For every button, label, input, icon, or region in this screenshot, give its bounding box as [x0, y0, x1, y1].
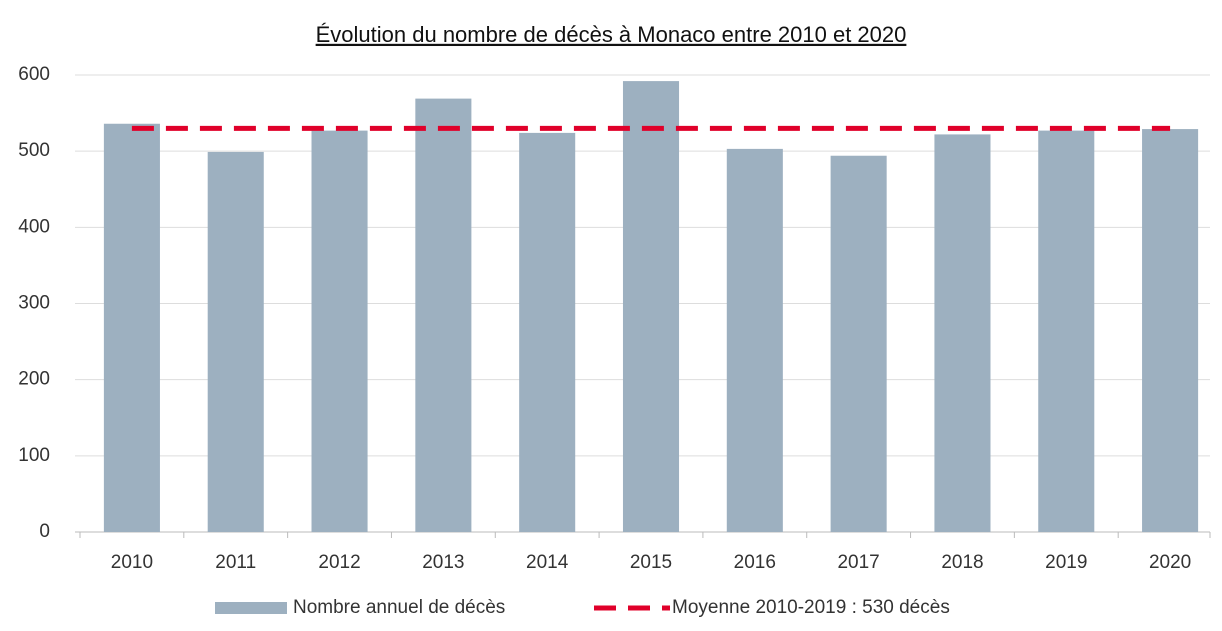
x-tick-label: 2011 [215, 552, 256, 573]
chart-title: Évolution du nombre de décès à Monaco en… [316, 22, 907, 47]
x-tick-label: 2012 [318, 552, 360, 573]
x-tick-label: 2014 [526, 552, 569, 573]
bar [830, 155, 887, 532]
x-tick-label: 2015 [630, 552, 672, 573]
x-tick-label: 2013 [422, 552, 464, 573]
x-tick-label: 2016 [734, 552, 776, 573]
bar [311, 130, 368, 532]
x-tick-label: 2017 [837, 552, 879, 573]
bar [207, 151, 264, 532]
bar [622, 81, 680, 533]
x-tick-label: 2019 [1045, 552, 1087, 573]
y-tick-label: 300 [18, 293, 50, 314]
y-tick-label: 200 [18, 369, 50, 390]
bar [1142, 129, 1199, 532]
y-tick-label: 100 [18, 445, 50, 466]
x-tick-label: 2010 [111, 552, 153, 573]
bar [415, 98, 472, 532]
bar [103, 123, 160, 532]
legend-label: Nombre annuel de décès [293, 597, 505, 618]
y-tick-label: 600 [18, 64, 50, 85]
y-tick-label: 400 [18, 216, 50, 237]
bar [519, 132, 576, 533]
legend-label: Moyenne 2010-2019 : 530 décès [672, 597, 950, 618]
x-tick-label: 2018 [941, 552, 983, 573]
bar [726, 148, 783, 533]
x-tick-label: 2020 [1149, 552, 1191, 573]
legend-swatch [215, 602, 287, 614]
y-tick-label: 0 [39, 521, 50, 542]
y-tick-label: 500 [18, 140, 50, 161]
bar [934, 134, 991, 532]
bar [1038, 130, 1095, 532]
